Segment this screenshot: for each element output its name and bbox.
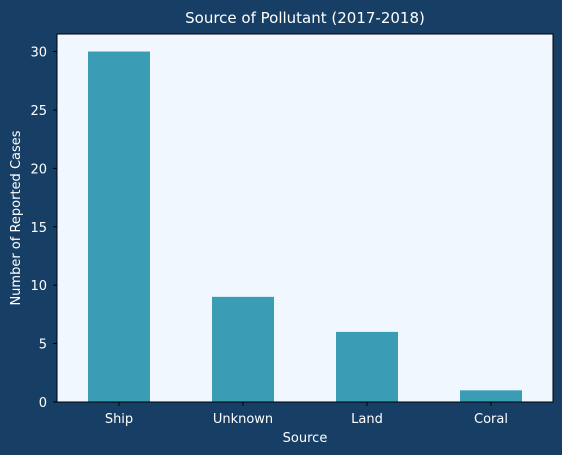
y-tick-label: 25 — [30, 104, 47, 119]
y-axis-label: Number of Reported Cases — [9, 130, 24, 305]
x-tick-label: Unknown — [213, 412, 273, 427]
bar-land — [336, 331, 398, 402]
x-tick-label: Ship — [105, 412, 133, 427]
y-axis-ticks: 0 5 10 15 20 25 30 — [30, 46, 57, 411]
x-axis-label: Source — [283, 431, 328, 446]
plot-frame — [56, 33, 554, 403]
y-tick-label: 10 — [30, 279, 47, 294]
y-tick-label: 20 — [30, 162, 47, 177]
chart-title: Source of Pollutant (2017-2018) — [185, 9, 425, 27]
y-tick-label: 15 — [30, 221, 47, 236]
y-tick-label: 30 — [30, 46, 47, 61]
x-axis-ticks: Ship Unknown Land Coral — [105, 402, 508, 427]
bars-group — [88, 51, 522, 403]
y-tick-label: 0 — [39, 396, 47, 411]
y-tick-label: 5 — [39, 338, 47, 353]
bar-ship — [88, 51, 150, 403]
bar-coral — [460, 390, 522, 402]
bar-unknown — [212, 296, 274, 402]
x-tick-label: Land — [351, 412, 383, 427]
x-tick-label: Coral — [474, 412, 508, 427]
